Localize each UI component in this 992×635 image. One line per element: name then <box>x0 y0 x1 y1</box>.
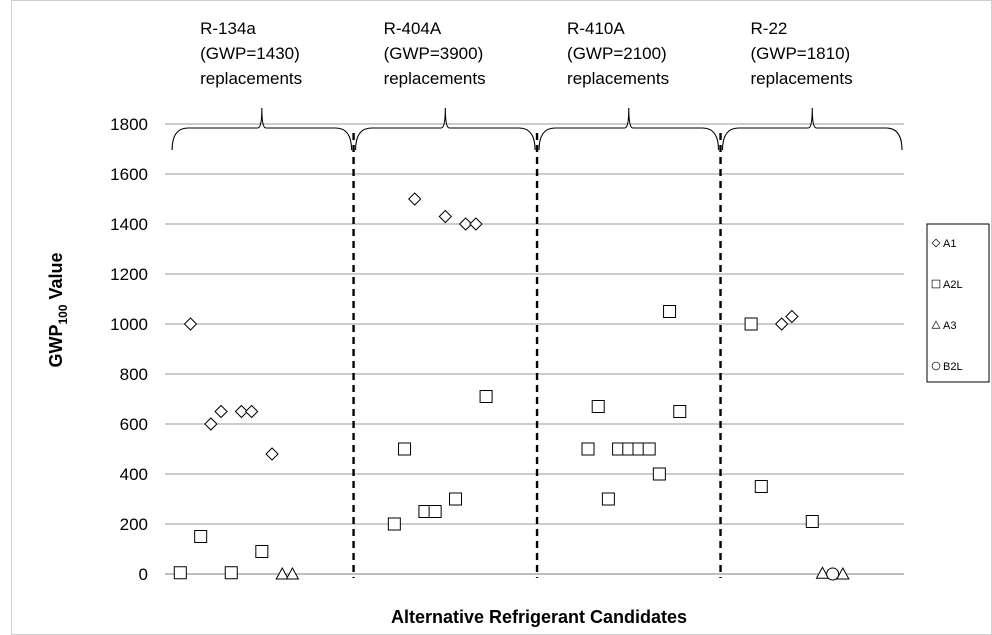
group-label-line: R-134a <box>200 19 256 38</box>
data-point-a2l <box>449 492 463 506</box>
group-label-line: replacements <box>751 69 853 88</box>
legend-marker-a1 <box>931 238 941 248</box>
y-tick-label: 1800 <box>110 115 148 134</box>
data-point-a2l <box>255 545 269 558</box>
data-point-a2l <box>387 517 401 531</box>
data-point-a1 <box>408 192 422 206</box>
data-point-a1 <box>244 404 259 419</box>
data-point-a1 <box>458 217 473 231</box>
data-point-a1 <box>438 209 453 224</box>
legend-items: A1 A2L A3 B2L <box>931 238 963 373</box>
y-tick-label: 1400 <box>110 215 148 234</box>
data-point-a3 <box>275 566 290 580</box>
group-label-line: replacements <box>200 69 302 88</box>
group-dividers <box>352 133 722 578</box>
chart-frame <box>11 0 992 635</box>
y-tick-label: 1200 <box>110 265 148 284</box>
group-brace <box>171 107 353 151</box>
group-label-line: (GWP=1810) <box>751 44 851 63</box>
legend-label: B2L <box>943 361 963 373</box>
x-axis-title: Alternative Refrigerant Candidates <box>391 607 687 627</box>
data-point-a1 <box>183 317 198 331</box>
data-point-a2l <box>805 515 819 528</box>
data-point-a2l <box>754 480 768 493</box>
data-point-a2l <box>652 467 666 481</box>
y-tick-label: 1600 <box>110 165 148 184</box>
group-label-line: replacements <box>384 69 486 88</box>
data-points <box>173 192 850 581</box>
data-point-a2l <box>224 566 238 580</box>
group-label-line: (GWP=1430) <box>200 44 300 63</box>
y-tick-label: 200 <box>120 515 148 534</box>
y-tick-label: 400 <box>120 465 148 484</box>
data-point-a2l <box>173 566 187 580</box>
group-labels: R-134a (GWP=1430) replacements R-404A (GWP=3… <box>200 19 852 88</box>
y-tick-label: 0 <box>139 565 148 584</box>
legend-label: A3 <box>943 320 956 332</box>
data-point-b2l <box>826 567 840 581</box>
group-brace <box>355 107 536 151</box>
group-label-line: (GWP=3900) <box>384 44 484 63</box>
y-axis-title: GWP100 Value <box>46 252 70 367</box>
y-tick-label: 600 <box>120 415 148 434</box>
y-tick-labels: 0 200 400 600 800 1000 1200 1400 1600 1800 <box>110 115 148 584</box>
data-point-a1 <box>204 417 218 431</box>
group-brace <box>721 107 903 151</box>
legend-marker-a3 <box>931 320 941 329</box>
data-point-a2l <box>581 442 595 456</box>
legend-marker-a2l <box>931 279 941 289</box>
data-point-a2l <box>398 442 412 456</box>
data-point-a3 <box>815 566 830 579</box>
data-point-a3 <box>285 566 300 580</box>
legend-box <box>926 223 990 383</box>
data-point-a2l <box>673 405 687 418</box>
data-point-a1 <box>785 309 799 324</box>
data-point-a2l <box>601 492 615 506</box>
group-label-line: (GWP=2100) <box>567 44 667 63</box>
data-point-a2l <box>591 400 605 413</box>
group-brace <box>538 107 720 151</box>
legend: A1 A2L A3 B2L <box>926 223 990 383</box>
group-label-line: R-404A <box>384 19 442 38</box>
data-point-a1 <box>234 404 249 419</box>
group-label-line: R-22 <box>751 19 788 38</box>
grid-lines <box>165 123 904 575</box>
data-point-a1 <box>265 447 279 461</box>
data-point-a2l <box>428 505 442 518</box>
legend-marker-b2l <box>931 361 941 371</box>
legend-label: A1 <box>943 238 956 250</box>
data-point-a2l <box>642 442 656 456</box>
data-point-a1 <box>214 404 228 419</box>
data-point-a2l <box>194 530 208 543</box>
group-label-line: replacements <box>567 69 669 88</box>
legend-label: A2L <box>943 279 963 291</box>
data-point-a2l <box>479 390 493 403</box>
data-point-a2l <box>663 305 677 318</box>
y-tick-label: 800 <box>120 365 148 384</box>
group-braces <box>171 107 903 151</box>
data-point-a1 <box>774 317 789 331</box>
data-point-a3 <box>835 566 850 580</box>
data-point-a2l <box>744 317 758 331</box>
data-point-a1 <box>469 217 483 231</box>
y-tick-label: 1000 <box>110 315 148 334</box>
group-label-line: R-410A <box>567 19 625 38</box>
